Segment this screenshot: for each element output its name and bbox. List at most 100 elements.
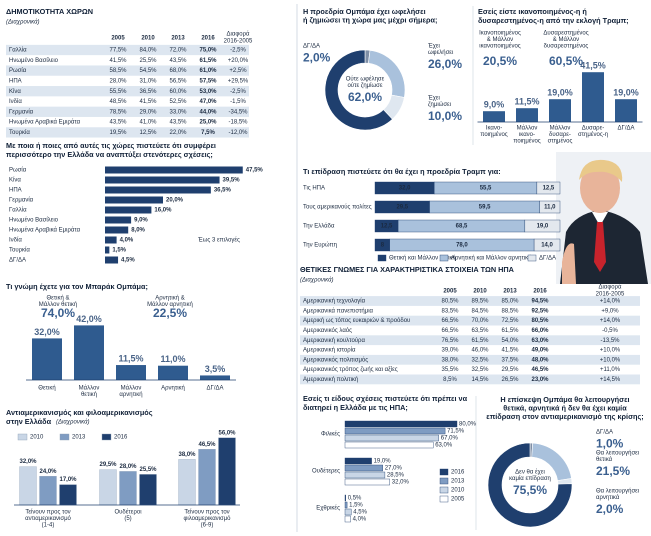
bar	[105, 176, 220, 184]
table-cell: 25,0%	[199, 120, 217, 126]
category-label: αντιαμερικανισμό	[25, 515, 71, 522]
category-label: Τείνουν προς τον	[184, 510, 229, 516]
table-cell: 53,0%	[199, 89, 217, 95]
legend-swatch	[439, 486, 449, 494]
bar	[139, 474, 157, 506]
bar	[344, 515, 351, 523]
group-label: Ικανοποιημένος	[479, 30, 521, 37]
row-background	[300, 335, 640, 346]
table-title: ΘΕΤΙΚΕΣ ΓΝΩΜΕΣ ΓΙΑ ΧΑΡΑΚΤΗΡΙΣΤΙΚΑ ΣΤΟΙΧΕ…	[300, 265, 515, 274]
bar	[74, 325, 104, 380]
legend-label: 2005	[451, 497, 465, 503]
value-label: 24,0%	[39, 469, 57, 475]
value-label: 78,0	[456, 243, 468, 249]
legend-swatch	[59, 433, 70, 441]
row-label: Ινδία	[9, 99, 22, 105]
group-label: Θετική &	[46, 295, 69, 302]
table-cell: 61,5%	[471, 338, 489, 344]
chart-title: Αντιαμερικανισμός και φιλοαμερικανισμός	[6, 408, 153, 417]
bar	[344, 427, 446, 435]
table-cell: 84,0%	[139, 48, 157, 54]
value-label: 55,5	[480, 186, 492, 192]
chart-title: διατηρεί η Ελλάδα με τις ΗΠΑ;	[303, 403, 408, 412]
table-cell: 44,0%	[199, 109, 217, 115]
table-cell: 39,0%	[441, 348, 459, 354]
table-cell: 23,0%	[531, 377, 549, 383]
table-cell: -2,5%	[230, 48, 246, 54]
table-cell: 75,0%	[199, 48, 217, 54]
bar	[344, 464, 383, 472]
legend-label: 2013	[72, 435, 86, 441]
legend-swatch	[101, 433, 112, 441]
category-label: αρνητική	[119, 391, 142, 398]
group-label: Δυσαρεστημένος	[543, 30, 588, 37]
value-label: 63,0%	[435, 443, 453, 449]
table-cell: -0,5%	[602, 328, 618, 334]
table-cell: 61,5%	[199, 58, 217, 64]
table-cell: +20,0%	[228, 58, 249, 64]
table-cell: -2,5%	[230, 89, 246, 95]
chart-subtitle: (Διαχρονικά)	[56, 420, 90, 426]
legend-swatch	[17, 433, 28, 441]
bar	[158, 365, 188, 380]
value-label: 4,0%	[353, 517, 367, 523]
row-background	[6, 106, 249, 117]
table-cell: 48,0%	[531, 357, 549, 363]
segment-value: 2,0%	[303, 51, 331, 65]
table-cell: +10,0%	[600, 348, 621, 354]
category-label: Τους αμερικανούς πολίτες	[303, 205, 372, 211]
segment-label: Ούτε ωφέλησε	[346, 76, 385, 83]
segment-label: Έχει	[427, 96, 441, 102]
table-cell: +14,5%	[600, 377, 621, 383]
row-label: Κίνα	[9, 89, 21, 95]
value-label: 1,5%	[112, 248, 126, 254]
bar	[198, 449, 216, 506]
row-background	[300, 354, 640, 365]
row-label: Ηνωμένο Βασίλειο	[9, 57, 59, 64]
table-cell: 31,0%	[139, 78, 157, 84]
table-cell: 78,5%	[109, 109, 127, 115]
table-cell: 58,5%	[109, 68, 127, 74]
chart-title: δυσαρεστημένος-η από την εκλογή Τραμπ;	[478, 16, 629, 25]
row-label: Αμερικανική τεχνολογία	[303, 298, 366, 305]
category-label: Εχθρικές	[316, 505, 340, 512]
value-label: 59,5	[479, 205, 491, 211]
table-cell: -13,5%	[600, 338, 620, 344]
group-label: & Μάλλον	[553, 36, 579, 43]
table-cell: 8,5%	[443, 377, 457, 383]
chart-title: Η επίσκεψη Ομπάμα θα λειτουργήσει	[500, 395, 629, 404]
table-cell: -1,5%	[230, 99, 246, 105]
segment-label: Θα λειτουργήσει	[596, 488, 640, 495]
value-label: 28,0%	[119, 464, 137, 470]
bar	[178, 459, 196, 506]
category-label: Τις ΗΠΑ	[303, 186, 325, 192]
category-label: στημένος-η	[578, 131, 608, 138]
bar	[344, 441, 434, 449]
row-label: Αμερικανικός τρόπος ζωής και αξίες	[303, 366, 398, 373]
row-label: Αμερικανικά πανεπιστήμια	[303, 307, 374, 314]
table-cell: 89,5%	[471, 299, 489, 305]
chart-title: Η προεδρία Ομπάμα έχει ωφελήσει	[303, 7, 426, 16]
group-label: δυσαρεστημένος	[544, 43, 589, 50]
table-cell: -18,5%	[228, 120, 248, 126]
table-cell: 29,0%	[139, 109, 157, 115]
legend-swatch	[377, 254, 387, 262]
table-cell: +10,0%	[600, 357, 621, 363]
category-label: ποιημένος	[480, 131, 508, 138]
bar	[105, 246, 110, 254]
value-label: 1,5%	[349, 503, 363, 509]
segment-label: Θα λειτουργήσει	[596, 450, 640, 457]
column-header: Διαφορά	[227, 31, 250, 38]
table-cell: 48,5%	[109, 99, 127, 105]
row-background	[6, 44, 249, 56]
table-cell: 7,5%	[201, 130, 215, 136]
category-label: Φιλικές	[321, 431, 340, 438]
value-label: 67,0%	[441, 436, 459, 442]
table-cell: 35,5%	[441, 367, 459, 373]
bar	[105, 166, 243, 174]
segment-label: ούτε ζημίωσε	[347, 83, 382, 89]
column-header: 2013	[171, 36, 185, 42]
table-cell: 29,5%	[501, 367, 519, 373]
table-cell: 43,5%	[109, 120, 127, 126]
